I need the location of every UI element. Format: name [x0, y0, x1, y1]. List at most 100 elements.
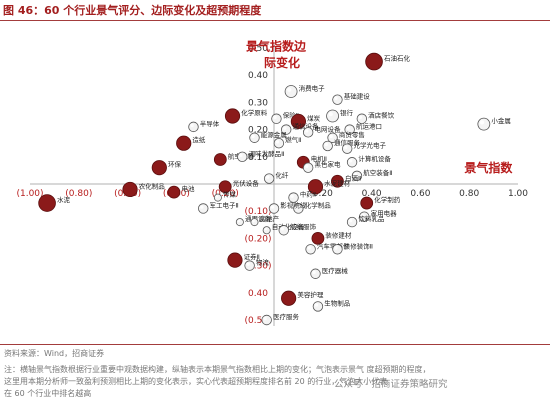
bubble-label: 房地产: [260, 214, 280, 223]
bubble-label: 物流: [256, 258, 270, 267]
bubble-highlight: [215, 195, 219, 198]
bubble-label: 证券Ⅱ: [244, 252, 260, 261]
bubble-label: 化学原料: [241, 108, 268, 117]
bubble-化纤: [263, 173, 275, 184]
bubble-highlight: [275, 140, 280, 144]
bubble-光学光电子: [342, 143, 353, 154]
y-axis-title-line2: 际变化: [264, 55, 300, 70]
y-tick-label: (0.10): [244, 207, 271, 217]
bubble-label: 影视院线: [280, 200, 307, 209]
bubble-highlight: [314, 303, 319, 307]
bubble-label: 能源金属: [261, 130, 287, 139]
bubble-highlight: [324, 142, 328, 147]
x-tick-label: 0.40: [362, 189, 382, 199]
axes: (1.00)(0.80)(0.60)(0.40)(0.20)0.200.400.…: [16, 44, 528, 326]
bubble-highlight: [287, 87, 292, 92]
y-tick-label: (0.30): [244, 262, 271, 272]
y-tick-label: (0.20): [244, 234, 271, 244]
note-line-3: 在 60 个行业中排名越高: [4, 389, 92, 398]
bubble-化学原料: [224, 108, 241, 124]
bubble-label: 医疗器械: [322, 266, 349, 275]
bubble-highlight: [305, 129, 309, 133]
bubble-label: 光学光电子: [354, 141, 387, 150]
bubble-纺织服饰: [278, 225, 289, 236]
bubble-电网设备: [302, 127, 314, 138]
bubble-美容护理: [281, 290, 297, 306]
bubble-环保: [151, 160, 167, 176]
bubble-label: 美容护理: [297, 290, 324, 299]
bubble-影视院线: [268, 203, 280, 214]
y-tick-label: 0.40: [248, 289, 268, 299]
bubble-label: 装修装饰Ⅱ: [344, 241, 373, 250]
bubble-highlight: [246, 262, 250, 266]
note-line-1: 注：横轴景气指数根据行业重要中观数据构建，纵轴表示本期景气指数相比上期的变化；气…: [4, 365, 431, 374]
bubble-label: 造纸: [192, 135, 206, 144]
bubble-highlight: [312, 270, 316, 274]
bubble-highlight: [334, 96, 338, 100]
bubble-军工电子Ⅱ: [198, 203, 209, 214]
bubble-highlight: [348, 159, 353, 163]
bubble-调味发酵品Ⅱ: [237, 151, 248, 163]
bubble-能源金属: [249, 132, 260, 143]
x-tick-label: 0.20: [313, 189, 333, 199]
bubble-label: 纺织服饰: [290, 222, 317, 231]
bubble-highlight: [280, 227, 284, 231]
bubble-医疗服务: [261, 314, 272, 326]
bubble-光伏设备: [218, 180, 232, 194]
bubble-label: 煤炭: [307, 113, 321, 122]
bubble-石油石化: [365, 52, 383, 71]
bubble-highlight: [270, 205, 275, 209]
bubble-label: 自动化设备: [272, 222, 305, 231]
bubble-label: 航空装备Ⅱ: [363, 168, 392, 177]
bubble-label: 饮料乳品: [358, 214, 384, 223]
bubble-highlight: [358, 115, 363, 119]
bubble-highlight: [190, 123, 194, 128]
x-tick-label: 1.00: [508, 189, 528, 199]
bubble-highlight: [346, 126, 350, 130]
bubble-航空机场: [213, 153, 227, 166]
bubble-label: 小金属: [491, 116, 511, 125]
note-line-2: 这里用本期分析师一致盈利预测相比上期的变化表示，实心代表超预期程度排名前 20 …: [4, 377, 388, 386]
bubble-label: 家用电器: [371, 209, 398, 218]
x-tick-label: (1.00): [16, 189, 43, 199]
x-tick-label: (0.20): [212, 189, 239, 199]
bubble-label: 航运港口: [356, 122, 382, 131]
bubble-装修装饰Ⅱ: [332, 244, 343, 255]
bubble-label: 汽车零部件: [317, 241, 350, 250]
bubble-label: 装修建材: [325, 230, 352, 239]
bubble-白酒Ⅱ: [331, 174, 344, 188]
figure-header: 图 46：60 个行业景气评分、边际变化及超预期程度: [0, 0, 550, 21]
bubble-煤炭: [290, 113, 306, 130]
watermark-text: 公众号 · 招商证券策略研究: [334, 379, 448, 390]
footer-divider: [0, 344, 550, 345]
bubble-电池: [167, 185, 181, 199]
bubble-label: 医疗服务: [273, 312, 300, 321]
bubble-label: 消费电子: [299, 84, 326, 93]
bubble-label: 电池: [181, 184, 195, 193]
x-tick-label: 0.60: [410, 189, 430, 199]
bubble-保险Ⅱ: [271, 113, 282, 124]
bubble-label: 银行: [340, 108, 354, 117]
bubble-label: 商贸零售: [339, 130, 365, 139]
bubble-highlight: [353, 172, 358, 177]
bubble-label: 石油石化: [384, 54, 411, 63]
y-tick-label: 0.40: [248, 71, 268, 81]
bubble-label: 通信设备: [293, 122, 320, 131]
bubble-highlight: [328, 112, 333, 117]
bubble-label: 传媒: [223, 190, 237, 199]
x-axis-title: 景气指数: [464, 160, 513, 175]
bubble-label: 调味发酵品Ⅱ: [249, 149, 285, 158]
bubble-装修建材: [311, 231, 325, 245]
x-tick-label: (0.80): [65, 189, 92, 199]
bubble-水泥建材: [307, 179, 324, 195]
figure-title: 图 46：60 个行业景气评分、边际变化及超预期程度: [3, 4, 262, 17]
bubble-highlight: [361, 213, 365, 217]
bubble-highlight: [264, 227, 267, 231]
bubble-小金属: [477, 117, 491, 131]
bubble-label: 通用设备: [245, 214, 272, 223]
bubble-highlight: [283, 126, 287, 130]
bubble-label: 农化制品: [139, 181, 165, 190]
source-text: 资料来源：Wind，招商证券: [4, 349, 105, 358]
bubble-label: 水泥: [57, 195, 70, 204]
bubble-计算机设备: [346, 157, 358, 168]
